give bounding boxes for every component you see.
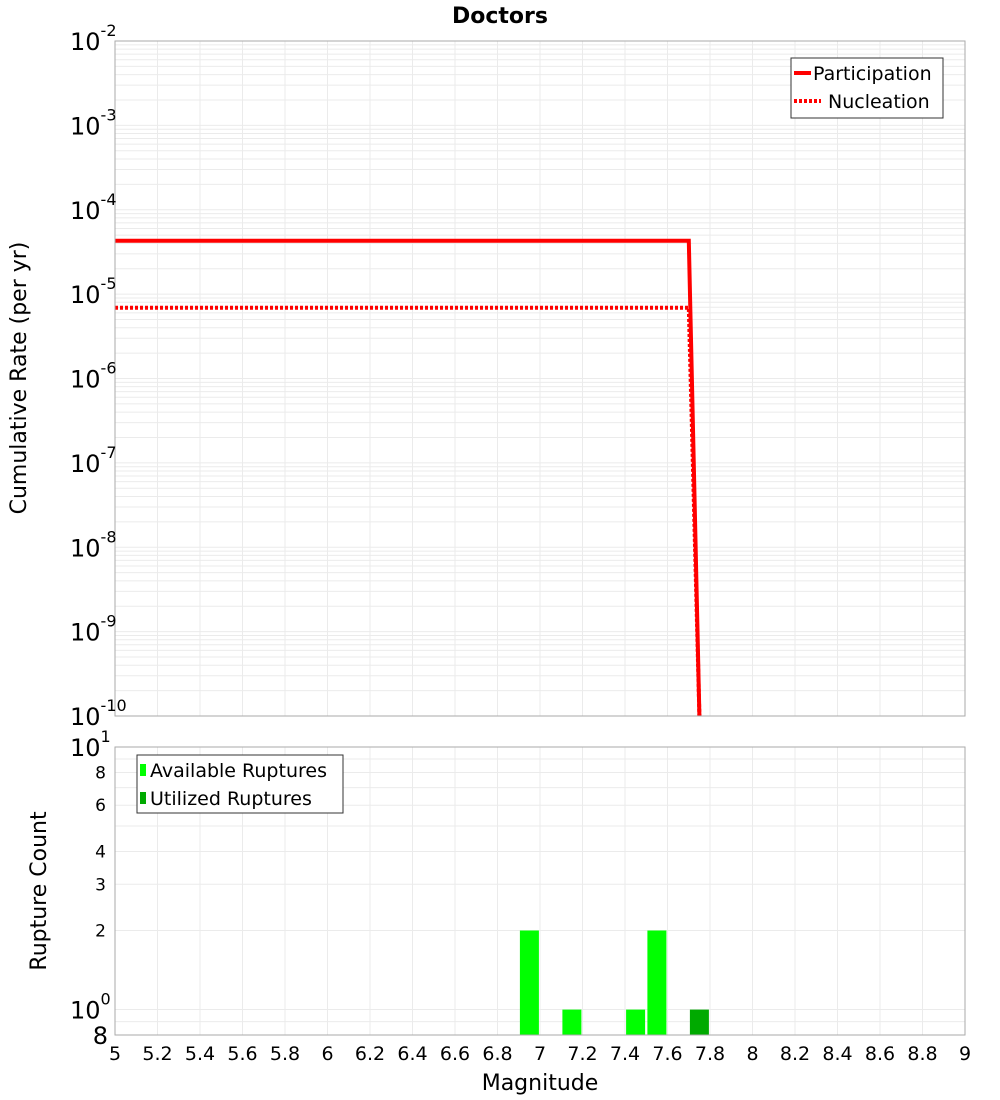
rate-y-tick-label: 10-3 xyxy=(70,105,117,140)
x-tick-label: 8.8 xyxy=(907,1043,937,1065)
count-panel: 234688100101 Rupture Count Available Rup… xyxy=(27,727,971,1096)
x-tick-label: 7.4 xyxy=(610,1043,640,1065)
x-tick-label: 6 xyxy=(321,1043,333,1065)
available-legend-swatch xyxy=(140,764,146,776)
rate-y-axis-title: Cumulative Rate (per yr) xyxy=(7,242,32,515)
rate-y-tick-label: 10-7 xyxy=(70,443,117,478)
x-tick-label: 5.4 xyxy=(185,1043,215,1065)
x-tick-label: 8 xyxy=(746,1043,758,1065)
count-y-tick-label: 6 xyxy=(95,796,106,816)
x-tick-label: 8.4 xyxy=(822,1043,852,1065)
rate-grid xyxy=(115,41,965,716)
count-y-tick-label: 8 xyxy=(93,1022,108,1050)
x-tick-label: 5 xyxy=(109,1043,121,1065)
rate-y-tick-label: 10-10 xyxy=(70,696,127,731)
x-tick-label: 7.8 xyxy=(695,1043,725,1065)
available-ruptures-bar xyxy=(520,931,539,1036)
legend-available: Available Ruptures xyxy=(150,760,327,782)
x-tick-label: 6.2 xyxy=(355,1043,385,1065)
x-tick-label: 7 xyxy=(534,1043,546,1065)
utilized-legend-swatch xyxy=(140,792,146,804)
available-ruptures-bar xyxy=(647,931,666,1036)
available-ruptures-bar xyxy=(626,1010,645,1035)
rate-y-tick-label: 10-4 xyxy=(70,190,117,225)
count-y-tick-label: 8 xyxy=(95,763,106,783)
count-y-ticks: 234688100101 xyxy=(70,727,111,1050)
available-ruptures-bar xyxy=(562,1010,581,1035)
count-legend: Available Ruptures Utilized Ruptures xyxy=(137,755,343,813)
chart-title: Doctors xyxy=(452,4,548,29)
rate-y-tick-label: 10-2 xyxy=(70,21,117,56)
rate-panel: 10-2 10-3 10-4 10-5 10-6 10-7 10-8 10-9 10-10 Cu… xyxy=(7,21,965,731)
count-y-tick-label: 2 xyxy=(95,922,106,942)
count-y-tick-label: 101 xyxy=(70,727,111,762)
x-tick-label: 8.2 xyxy=(780,1043,810,1065)
count-y-tick-label: 3 xyxy=(95,875,106,895)
utilized-ruptures-bar xyxy=(690,1010,709,1035)
count-y-tick-label: 100 xyxy=(70,990,111,1025)
legend-participation: Participation xyxy=(813,63,932,85)
x-tick-label: 6.8 xyxy=(482,1043,512,1065)
legend-nucleation: Nucleation xyxy=(828,91,930,113)
rate-y-tick-label: 10-9 xyxy=(70,612,117,647)
rate-y-tick-label: 10-6 xyxy=(70,359,117,394)
x-tick-label: 5.8 xyxy=(270,1043,300,1065)
chart-canvas: Doctors 10-2 10-3 10-4 10-5 10-6 10-7 10-8 10-9… xyxy=(0,0,1000,1100)
x-tick-label: 9 xyxy=(959,1043,971,1065)
count-y-tick-label: 4 xyxy=(95,842,106,862)
x-tick-label: 7.6 xyxy=(652,1043,682,1065)
count-y-axis-title: Rupture Count xyxy=(27,811,52,971)
x-tick-label: 8.6 xyxy=(865,1043,895,1065)
x-ticks: 5 5.2 5.4 5.6 5.8 6 6.2 6.4 6.6 6.8 7 7.2 7.4 7.6 7.8 8… xyxy=(109,1043,971,1065)
x-tick-label: 5.2 xyxy=(142,1043,172,1065)
rate-y-tick-label: 10-8 xyxy=(70,527,117,562)
x-axis-title: Magnitude xyxy=(482,1071,599,1096)
x-tick-label: 5.6 xyxy=(227,1043,257,1065)
legend-utilized: Utilized Ruptures xyxy=(150,788,312,810)
x-tick-label: 6.6 xyxy=(440,1043,470,1065)
x-tick-label: 7.2 xyxy=(567,1043,597,1065)
rate-y-tick-label: 10-5 xyxy=(70,274,117,309)
x-tick-label: 6.4 xyxy=(397,1043,427,1065)
rate-legend: Participation Nucleation xyxy=(791,58,943,118)
